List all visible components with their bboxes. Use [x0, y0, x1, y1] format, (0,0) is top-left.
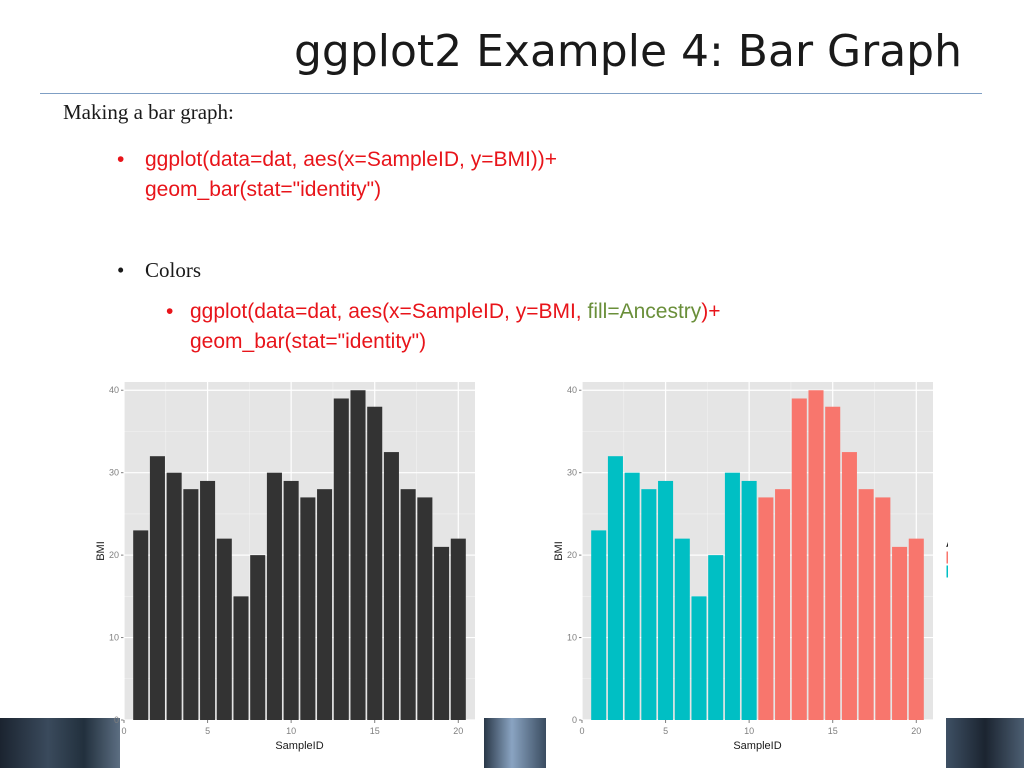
bar [233, 596, 249, 720]
y-axis-title: BMI [553, 541, 565, 561]
code-line: ggplot(data=dat, aes(x=SampleID, y=BMI, … [190, 297, 721, 327]
bar [216, 538, 232, 720]
bullet-marker: • [117, 148, 125, 171]
bar [317, 489, 333, 720]
bar [908, 538, 924, 720]
bullet-label: Colors [145, 258, 202, 282]
bar [641, 489, 657, 720]
y-tick-label: 20 [567, 550, 577, 560]
bar [133, 530, 149, 720]
bar [149, 456, 165, 720]
legend-title: Ancestry [946, 539, 948, 549]
bar [450, 538, 466, 720]
decor-strip-middle [484, 718, 546, 768]
x-tick-label: 15 [370, 726, 380, 736]
bar [691, 596, 707, 720]
bar [741, 480, 757, 720]
bar [607, 456, 623, 720]
y-tick-label: 40 [109, 385, 119, 395]
code-line: geom_bar(stat="identity") [190, 330, 427, 353]
code-segment: )+ [701, 300, 721, 323]
x-tick-label: 15 [828, 726, 838, 736]
x-tick-label: 20 [911, 726, 921, 736]
bar [808, 390, 824, 720]
y-tick-label: 0 [114, 715, 119, 725]
bar [708, 555, 724, 720]
code-line: geom_bar(stat="identity") [145, 178, 382, 201]
bar [367, 406, 383, 720]
bar [383, 452, 399, 720]
bar [250, 555, 266, 720]
code-segment-fill: fill=Ancestry [587, 300, 702, 323]
bar-chart-bmi-ancestry: 01020304005101520SampleIDBMIAncestryAfri… [553, 382, 948, 752]
bar [724, 472, 740, 720]
bar [350, 390, 366, 720]
bar [434, 546, 450, 720]
bar [858, 489, 874, 720]
bar [825, 406, 841, 720]
bullet-marker: • [166, 300, 174, 323]
legend-key-african [945, 550, 948, 565]
x-tick-label: 10 [744, 726, 754, 736]
x-tick-label: 20 [453, 726, 463, 736]
bar [875, 497, 891, 720]
x-tick-label: 5 [663, 726, 668, 736]
bar [166, 472, 182, 720]
y-tick-label: 30 [109, 468, 119, 478]
bar [758, 497, 774, 720]
bar [791, 398, 807, 720]
bar [200, 480, 216, 720]
y-tick-label: 40 [567, 385, 577, 395]
bar [624, 472, 640, 720]
x-tick-label: 0 [121, 726, 126, 736]
y-tick-label: 10 [109, 633, 119, 643]
bar [775, 489, 791, 720]
y-tick-label: 20 [109, 550, 119, 560]
bar [400, 489, 416, 720]
bullet-colors: • Colors [117, 255, 202, 286]
bar [266, 472, 282, 720]
bar [674, 538, 690, 720]
decor-strip-right [946, 718, 1024, 768]
bullet-bar-code: • ggplot(data=dat, aes(x=SampleID, y=BMI… [117, 145, 558, 205]
bar [417, 497, 433, 720]
x-tick-label: 0 [579, 726, 584, 736]
y-tick-label: 0 [572, 715, 577, 725]
bar [300, 497, 316, 720]
decor-strip-left [0, 718, 120, 768]
x-tick-label: 10 [286, 726, 296, 736]
bullet-marker: • [117, 258, 125, 282]
legend-key-european [945, 564, 948, 579]
bullet-fill-code: • ggplot(data=dat, aes(x=SampleID, y=BMI… [166, 297, 721, 357]
code-segment: ggplot(data=dat, aes(x=SampleID, y=BMI, [190, 300, 582, 323]
bar [658, 480, 674, 720]
bar [333, 398, 349, 720]
x-tick-label: 5 [205, 726, 210, 736]
y-axis-title: BMI [95, 541, 107, 561]
y-tick-label: 10 [567, 633, 577, 643]
slide-title: ggplot2 Example 4: Bar Graph [293, 26, 962, 77]
bar-chart-bmi: 0 10 20 30 40 0 5 10 15 20 SampleID BMI [95, 382, 475, 752]
y-tick-label: 30 [567, 468, 577, 478]
intro-text: Making a bar graph: [63, 100, 234, 124]
bar [892, 546, 908, 720]
code-line: ggplot(data=dat, aes(x=SampleID, y=BMI))… [145, 148, 558, 171]
bar [183, 489, 199, 720]
bar [283, 480, 299, 720]
bar [591, 530, 607, 720]
bar [841, 452, 857, 720]
title-divider [40, 93, 982, 94]
x-axis-title: SampleID [733, 740, 781, 752]
x-axis-title: SampleID [275, 740, 323, 752]
